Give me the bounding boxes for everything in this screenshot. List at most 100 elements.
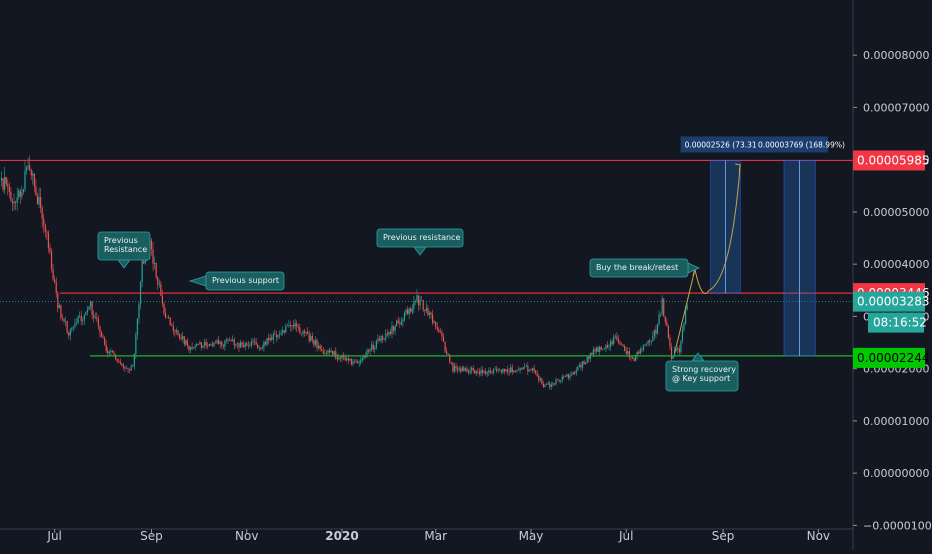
candle-body: [661, 298, 663, 314]
candle-body: [574, 372, 576, 374]
price-badge-text: 0.00002244: [857, 351, 930, 365]
candle-body: [303, 331, 306, 333]
annotation-prev-resistance-2: Previous resistance: [376, 228, 464, 256]
price-badge-support: 0.00002244: [853, 347, 930, 368]
candle-body: [435, 321, 437, 327]
candle-body: [228, 340, 231, 341]
candle-body: [210, 344, 212, 345]
candle-body: [567, 374, 570, 378]
candle-body: [396, 320, 398, 327]
candle-body: [122, 365, 124, 368]
candle-body: [107, 351, 109, 354]
y-tick-label: −0.00001000: [863, 519, 932, 532]
candle-body: [611, 341, 613, 344]
candle-body: [108, 351, 110, 354]
candle-body: [143, 260, 145, 264]
candle-body: [427, 308, 429, 316]
candle-body: [366, 350, 368, 358]
x-tick-label: Sep: [140, 529, 163, 543]
candle-body: [636, 351, 638, 357]
candle-body: [235, 344, 237, 346]
x-tick-label: Jul: [46, 529, 61, 543]
x-tick-label: Nov: [235, 529, 258, 543]
candle-body: [524, 366, 526, 368]
candle-body: [647, 340, 649, 344]
candle-body: [239, 342, 242, 348]
candle-body: [444, 341, 446, 352]
candle-body: [322, 350, 324, 354]
candle-body: [111, 350, 114, 353]
candle-body: [652, 336, 654, 341]
candle-body: [597, 347, 599, 352]
candle-body: [411, 308, 413, 312]
measure-label-1: 0.00002526 (73.31%) 2526: [680, 136, 788, 153]
candle-body: [422, 300, 424, 310]
candle-body: [669, 337, 671, 347]
candle-body: [169, 318, 171, 325]
candle-body: [631, 357, 634, 359]
candle-body: [606, 345, 609, 348]
candle-body: [7, 184, 9, 188]
candle-body: [670, 346, 673, 359]
candle-body: [677, 348, 679, 350]
candle-body: [38, 196, 40, 205]
candle-body: [200, 342, 203, 348]
price-badge-bg: [868, 312, 924, 333]
candle-body: [114, 354, 117, 359]
candle-body: [102, 336, 104, 338]
candle-body: [585, 362, 587, 365]
candle-body: [560, 380, 562, 382]
candle-body: [27, 165, 29, 168]
candle-body: [55, 281, 57, 293]
candle-body: [372, 344, 374, 350]
candle-body: [363, 356, 365, 358]
candle-body: [75, 323, 78, 324]
candle-body: [613, 336, 615, 344]
candle-body: [555, 379, 557, 385]
candle-body: [389, 331, 392, 334]
callout-box: [589, 258, 689, 278]
candle-body: [460, 368, 462, 372]
candle-body: [430, 312, 432, 315]
candle-body: [283, 330, 285, 333]
candle-body: [277, 334, 279, 338]
candle-body: [550, 384, 552, 387]
candle-body: [489, 370, 491, 373]
candle-body: [100, 332, 103, 337]
projection-path: [674, 164, 741, 354]
candle-body: [25, 167, 28, 171]
candle-body: [2, 178, 4, 190]
projection-arrowhead: [735, 163, 741, 171]
candle-body: [474, 369, 476, 374]
candle-body: [113, 352, 115, 355]
candle-body: [310, 335, 312, 341]
candle-body: [531, 368, 534, 371]
candle-body: [280, 332, 282, 335]
candle-body: [269, 337, 271, 341]
candle-body: [335, 351, 337, 358]
x-tick-label: Jul: [618, 529, 633, 543]
candle-body: [580, 364, 582, 368]
y-tick-label: 0.00001000: [863, 415, 929, 428]
candle-body: [94, 317, 96, 318]
candle-body: [72, 326, 74, 328]
candle-body: [66, 321, 68, 333]
candle-body: [10, 191, 12, 202]
callout-text: Previous resistance: [383, 233, 460, 242]
candle-body: [483, 371, 485, 373]
candle-body: [166, 317, 168, 318]
candle-body: [291, 325, 293, 327]
candle-body: [519, 368, 521, 371]
candle-body: [620, 343, 623, 345]
candle-body: [399, 323, 401, 325]
candle-body: [47, 232, 50, 248]
candle-body: [672, 356, 674, 359]
callout-text: Strong recovery: [672, 365, 736, 374]
candle-body: [246, 343, 248, 346]
candle-body: [581, 361, 584, 368]
candle-body: [622, 344, 624, 346]
candle-body: [191, 346, 193, 349]
